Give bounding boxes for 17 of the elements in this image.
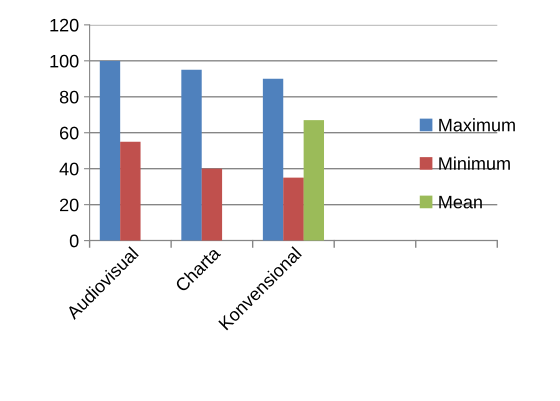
bar: [100, 60, 120, 241]
bar: [262, 78, 284, 241]
y-tick-label: 120: [50, 18, 78, 32]
bar: [202, 168, 222, 241]
y-tick-label: 100: [50, 54, 78, 68]
bar: [120, 142, 141, 241]
legend-label: Mean: [439, 196, 482, 208]
legend-label: Maximum: [439, 118, 515, 132]
y-tick-label: 80: [60, 90, 78, 104]
bar: [283, 178, 304, 241]
y-tick-label: 40: [60, 162, 78, 176]
bar: [181, 70, 202, 241]
y-tick-label: 20: [60, 198, 78, 212]
legend-label: Minimum: [439, 156, 510, 170]
y-tick-label: 60: [60, 126, 78, 140]
bar: [304, 120, 324, 241]
y-tick-label: 0: [70, 234, 78, 248]
